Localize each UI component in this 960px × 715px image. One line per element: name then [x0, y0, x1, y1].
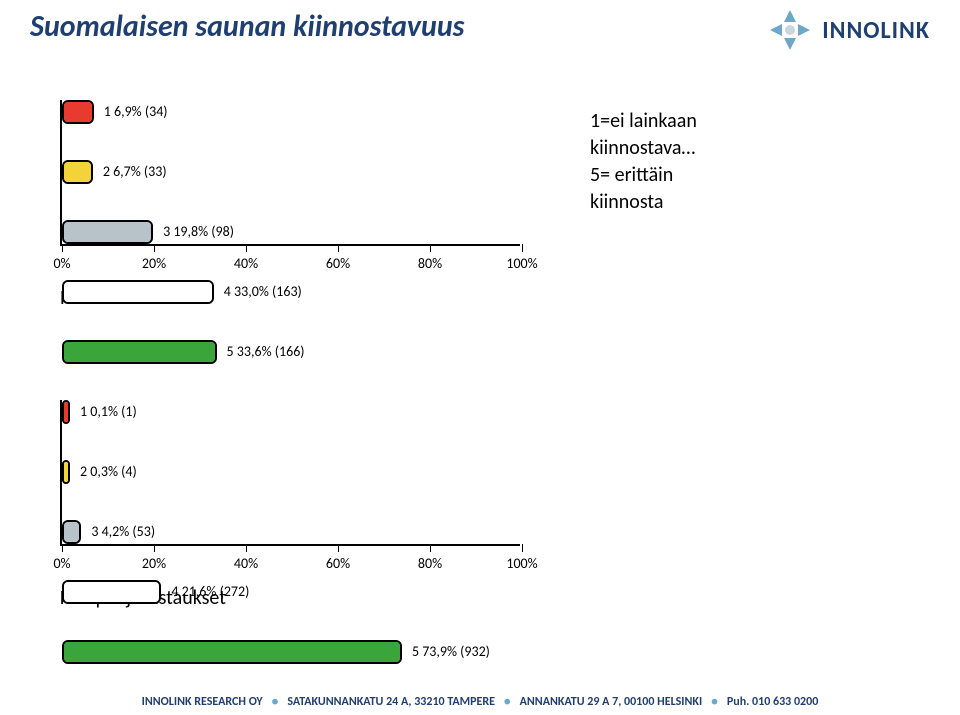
- bar-row: 1 0,1% (1): [62, 400, 520, 428]
- bar-value-label: 1 0,1% (1): [80, 403, 137, 420]
- legend-line: 5= erittäin: [590, 162, 697, 189]
- bar-value-label: 3 4,2% (53): [91, 523, 155, 540]
- legend-line: kiinnosta: [590, 189, 697, 216]
- axis-tick-label: 60%: [326, 555, 350, 572]
- footer-part: Puh. 010 633 0200: [727, 695, 818, 709]
- bar-fill: [64, 642, 400, 662]
- page-footer: INNOLINK RESEARCH OY ● SATAKUNNANKATU 24…: [0, 695, 960, 709]
- bar-row: 4 33,0% (163): [62, 280, 520, 308]
- footer-sep-icon: ●: [504, 695, 511, 709]
- bar-value-label: 4 33,0% (163): [224, 283, 302, 300]
- bar-row: 4 21,6% (272): [62, 580, 520, 608]
- axis-tick-label: 80%: [418, 555, 442, 572]
- axis-tick-label: 40%: [234, 555, 258, 572]
- axis-tick: [246, 244, 247, 252]
- legend-line: kiinnostava…: [590, 135, 697, 162]
- bar-value-label: 1 6,9% (34): [104, 103, 168, 120]
- axis-tick-label: 80%: [418, 255, 442, 272]
- bar-value-label: 3 19,8% (98): [163, 223, 234, 240]
- axis-tick: [246, 544, 247, 552]
- axis-tick: [522, 244, 523, 252]
- axis-tick: [430, 244, 431, 252]
- bar-value-label: 2 6,7% (33): [103, 163, 167, 180]
- bar-fill: [64, 402, 68, 422]
- bar-row: 1 6,9% (34): [62, 100, 520, 128]
- chart2-plot: 1 0,1% (1)2 0,3% (4)3 4,2% (53)4 21,6% (…: [60, 400, 520, 546]
- axis-tick: [154, 244, 155, 252]
- axis-tick: [62, 244, 63, 252]
- bar-row: 2 6,7% (33): [62, 160, 520, 188]
- axis-tick: [522, 544, 523, 552]
- axis-tick-label: 20%: [142, 555, 166, 572]
- chart-kampanjavastaukset: 1 0,1% (1) 2 0,3% (4) 3 4,2% (53) 4 21,6% (…: [60, 400, 560, 610]
- brand-logo: INNOLINK: [768, 8, 930, 52]
- page-title: Suomalaisen saunan kiinnostavuus: [30, 8, 464, 45]
- axis-tick-label: 40%: [234, 255, 258, 272]
- axis-tick: [430, 544, 431, 552]
- axis-tick-label: 60%: [326, 255, 350, 272]
- bar-row: 2 0,3% (4): [62, 460, 520, 488]
- axis-tick: [62, 544, 63, 552]
- bar-fill: [64, 162, 91, 182]
- bar-fill: [64, 102, 92, 122]
- bar-fill: [64, 582, 159, 602]
- axis-tick-label: 100%: [506, 255, 537, 272]
- legend-text: 1=ei lainkaan kiinnostava… 5= erittäin k…: [590, 108, 697, 216]
- bar-fill: [64, 222, 151, 242]
- bar-row: 3 19,8% (98): [62, 220, 520, 248]
- bar-fill: [64, 522, 79, 542]
- axis-tick: [338, 244, 339, 252]
- bar-row: 5 33,6% (166): [62, 340, 520, 368]
- chart-paneelivastaukset: 1 6,9% (34) 2 6,7% (33) 3 19,8% (98) 4 33,0…: [60, 100, 560, 310]
- bar-fill: [64, 342, 215, 362]
- bar-fill: [64, 282, 212, 302]
- logo-mark-icon: [768, 8, 812, 52]
- footer-part: ANNANKATU 29 A 7, 00100 HELSINKI: [520, 695, 703, 709]
- bar-value-label: 2 0,3% (4): [80, 463, 137, 480]
- footer-part: SATAKUNNANKATU 24 A, 33210 TAMPERE: [287, 695, 495, 709]
- axis-tick-label: 0%: [53, 555, 70, 572]
- logo-text: INNOLINK: [822, 16, 930, 45]
- footer-sep-icon: ●: [271, 695, 278, 709]
- bar-row: 5 73,9% (932): [62, 640, 520, 668]
- bar-fill: [64, 462, 68, 482]
- axis-tick-label: 20%: [142, 255, 166, 272]
- legend-line: 1=ei lainkaan: [590, 108, 697, 135]
- axis-tick-label: 0%: [53, 255, 70, 272]
- bar-value-label: 4 21,6% (272): [171, 583, 249, 600]
- bar-value-label: 5 33,6% (166): [227, 343, 305, 360]
- chart1-plot: 1 6,9% (34)2 6,7% (33)3 19,8% (98)4 33,0…: [60, 100, 520, 246]
- axis-tick: [338, 544, 339, 552]
- footer-sep-icon: ●: [711, 695, 718, 709]
- axis-tick-label: 100%: [506, 555, 537, 572]
- bar-row: 3 4,2% (53): [62, 520, 520, 548]
- footer-part: INNOLINK RESEARCH OY: [142, 695, 263, 709]
- bar-value-label: 5 73,9% (932): [412, 643, 490, 660]
- axis-tick: [154, 544, 155, 552]
